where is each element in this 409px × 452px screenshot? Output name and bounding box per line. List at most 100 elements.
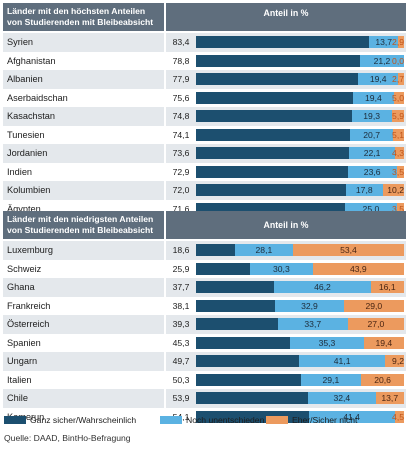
value-certain: 53,9 (172, 393, 190, 403)
country-label: Albanien (7, 74, 43, 84)
bar-no (397, 36, 404, 49)
bar-certain (196, 110, 352, 123)
value-undecided: 19,4 (365, 92, 382, 103)
legend-label-certain: Ganz sicher/Wahrscheinlich (30, 415, 137, 425)
top-table-header: Länder mit den höchsten Anteilen von Stu… (3, 3, 406, 31)
row-divider (164, 315, 166, 334)
bar-undecided (308, 392, 376, 405)
bar-no (370, 281, 404, 294)
bar-certain (196, 299, 276, 312)
bar-no (398, 73, 404, 86)
table-row: Albanien 77,9 19,4 2,7 (3, 70, 406, 89)
bar-certain (196, 355, 300, 368)
bar-undecided (275, 299, 344, 312)
value-certain: 38,1 (172, 300, 190, 311)
country-label: Frankreich (7, 300, 51, 311)
bar-no (382, 184, 404, 197)
value-undecided: 46,2 (314, 282, 331, 292)
bar-undecided (353, 91, 394, 104)
value-no: 16,1 (378, 282, 396, 292)
value-no: 5,0 (392, 92, 404, 103)
bar-no (396, 202, 405, 215)
value-certain: 83,4 (172, 37, 190, 47)
top-table-title-line2: von Studierenden mit Bleibeabsicht (7, 17, 154, 27)
header-divider (164, 211, 166, 239)
country-label: Kasachstan (7, 111, 56, 121)
value-no: 5,1 (392, 129, 404, 140)
bar-undecided (369, 36, 398, 49)
bar-no (384, 355, 404, 368)
value-no: 2,9 (392, 37, 404, 47)
country-label: Spanien (7, 337, 41, 348)
value-no: 4,5 (392, 411, 404, 422)
table-row: Syrien 83,4 13,7 2,9 (3, 33, 406, 52)
row-divider (164, 33, 166, 52)
table-row: Ungarn 49,7 41,1 9,2 (3, 352, 406, 371)
legend-swatch-undecided (160, 416, 182, 424)
value-certain: 49,7 (172, 356, 190, 366)
bar-certain (196, 128, 351, 141)
row-divider (164, 144, 166, 163)
bar-no (375, 392, 404, 405)
legend-label-undecided: Noch unentschieden (186, 415, 265, 425)
country-label: Syrien (7, 37, 34, 47)
value-certain: 73,6 (172, 148, 190, 158)
bar-no (396, 165, 404, 178)
value-no: 20,6 (374, 374, 391, 385)
value-certain: 72,0 (172, 185, 190, 195)
bar-no (393, 91, 404, 104)
table-row: Frankreich 38,1 32,9 29,0 (3, 296, 406, 315)
bar-no (293, 244, 405, 257)
country-label: Jordanien (7, 148, 48, 158)
value-undecided: 25,0 (362, 203, 380, 214)
country-label: Luxemburg (7, 245, 53, 255)
bar-undecided (234, 244, 294, 257)
bar-no (343, 299, 404, 312)
value-certain: 37,7 (172, 282, 190, 292)
value-no: 53,4 (340, 245, 357, 255)
row-divider (164, 333, 166, 352)
bar-certain (196, 91, 354, 104)
value-undecided: 30,3 (273, 263, 290, 274)
table-row: Ghana 37,7 46,2 16,1 (3, 278, 406, 297)
value-undecided: 13,7 (375, 37, 393, 47)
bar-undecided (359, 54, 404, 67)
bottom-table-title-line1: Länder mit den niedrigsten Anteilen (7, 214, 154, 224)
value-no: 10,2 (387, 185, 404, 195)
value-no: 3,5 (392, 203, 404, 214)
value-undecided: 41,4 (343, 411, 360, 422)
value-certain: 77,9 (172, 74, 190, 84)
value-undecided: 32,4 (333, 393, 351, 403)
bottom-value-header: Anteil in % (263, 220, 309, 230)
value-undecided: 23,6 (363, 166, 381, 177)
bar-no (393, 128, 404, 141)
country-label: Aserbaidschan (7, 92, 68, 103)
country-label: Chile (7, 393, 28, 403)
value-no: 13,7 (381, 393, 399, 403)
row-divider (164, 278, 166, 297)
country-label: Ägypten (7, 203, 41, 214)
bar-no (347, 318, 404, 331)
country-label: Österreich (7, 319, 50, 329)
bar-certain (196, 147, 350, 160)
source-note: Quelle: DAAD, BintHo-Befragung (4, 433, 131, 443)
value-no: 5,9 (392, 111, 404, 121)
value-undecided: 41,1 (333, 356, 351, 366)
bar-undecided (249, 262, 313, 275)
value-certain: 75,6 (172, 92, 190, 103)
bar-certain (196, 392, 309, 405)
bar-undecided (351, 110, 392, 123)
value-undecided: 35,3 (318, 337, 336, 348)
top-table-title: Länder mit den höchsten Anteilen von Stu… (3, 3, 163, 31)
country-label: Afghanistan (7, 55, 56, 66)
header-divider (164, 3, 166, 31)
value-no: 43,9 (349, 263, 367, 274)
bar-undecided (350, 128, 394, 141)
bar-certain (196, 318, 278, 331)
value-certain: 74,8 (172, 111, 190, 121)
value-undecided: 28,1 (255, 245, 273, 255)
country-label: Ungarn (7, 356, 38, 366)
bar-undecided (274, 281, 371, 294)
bar-undecided (349, 147, 396, 160)
value-certain: 45,3 (172, 337, 190, 348)
